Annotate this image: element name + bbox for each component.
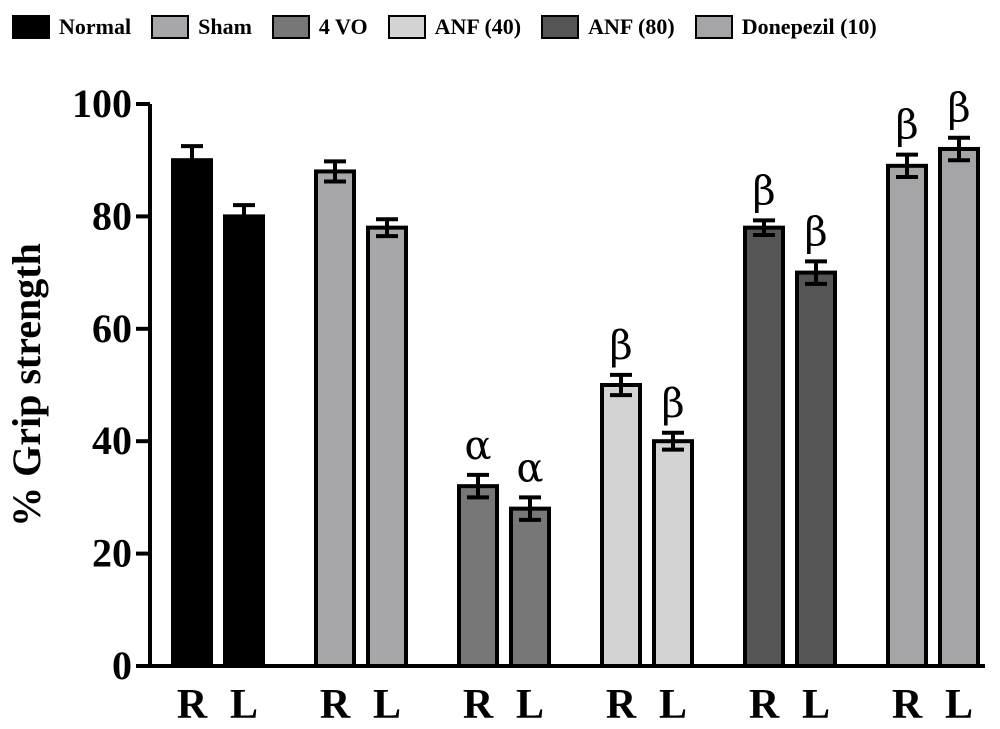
x-tick-label: L [516,682,544,728]
chart-legend: Normal Sham 4 VO ANF (40) ANF (80) Donep… [12,14,897,40]
significance-label: β [895,103,918,149]
significance-label: β [661,381,684,427]
significance-label: β [804,209,827,255]
x-tick-label: L [659,682,687,728]
x-tick-label: R [892,682,923,728]
significance-label: β [947,86,970,132]
legend-label-normal: Normal [59,14,132,39]
y-tick-label: 100 [72,81,132,126]
legend-swatch-4vo [271,15,310,39]
x-tick-label: R [463,682,494,728]
y-axis-label: % Grip strength [4,243,49,527]
bar [886,163,928,668]
legend-label-anf80: ANF (80) [588,14,675,39]
bar [457,484,499,668]
x-tick-label: R [320,682,351,728]
legend-swatch-anf40 [387,15,426,39]
legend-swatch-anf80 [541,15,580,39]
legend-item-donepezil: Donepezil (10) [694,14,877,40]
significance-label: β [609,323,632,369]
bar [652,439,694,669]
legend-item-anf40: ANF (40) [387,14,522,40]
significance-label: α [464,423,491,469]
legend-label-sham: Sham [198,14,252,39]
bar [366,225,408,668]
bar [509,506,551,669]
bar [314,169,356,668]
legend-item-normal: Normal [12,14,131,40]
bar [171,158,213,668]
bar [600,383,642,668]
legend-swatch-normal [12,15,50,39]
legend-label-anf40: ANF (40) [434,14,522,39]
legend-item-anf80: ANF (80) [541,14,675,40]
legend-swatch-sham [151,15,190,39]
y-tick-label: 60 [92,306,132,351]
legend-item-4vo: 4 VO [271,14,368,40]
x-tick-label: L [373,682,401,728]
y-tick-label: 40 [92,418,132,463]
y-tick-label: 80 [92,193,132,238]
significance-label: β [752,168,775,214]
x-tick-label: R [606,682,637,728]
y-tick-label: 20 [92,531,132,576]
x-tick-label: L [945,682,973,728]
legend-label-donepezil: Donepezil (10) [741,14,877,39]
x-tick-label: L [230,682,258,728]
bar [223,214,265,668]
x-tick-label: L [802,682,830,728]
legend-swatch-donepezil [694,15,733,39]
legend-item-sham: Sham [151,14,252,40]
x-tick-label: R [749,682,780,728]
bar [795,270,837,668]
significance-label: α [516,445,543,491]
x-tick-label: R [177,682,208,728]
y-tick-label: 0 [112,643,132,688]
bar [938,146,980,668]
bar [743,225,785,668]
legend-label-4vo: 4 VO [318,14,368,39]
